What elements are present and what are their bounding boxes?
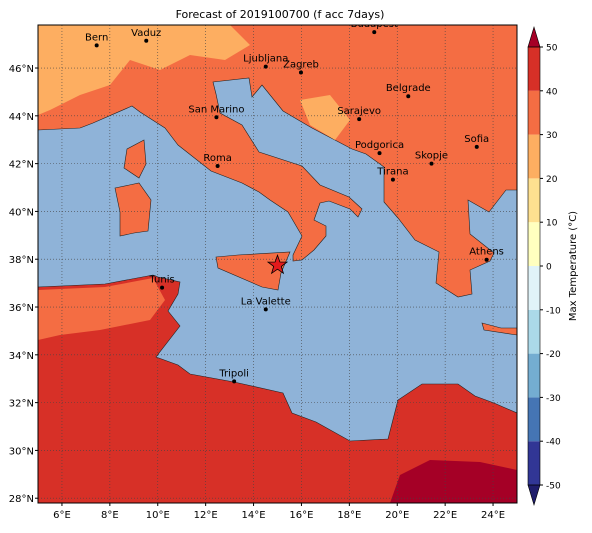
city-dot (298, 70, 303, 75)
colorbar-tick-label: -50 (546, 482, 561, 492)
city-label: Tripoli (218, 368, 249, 379)
colorbar-tick-label: -20 (546, 350, 561, 360)
city-dot (357, 117, 362, 122)
city-dot (377, 151, 382, 156)
sardinia (114, 182, 152, 237)
city-dot (232, 379, 237, 384)
map-frame (37, 24, 518, 504)
y-tick-label: 36°N (9, 303, 34, 314)
sicily (215, 251, 291, 291)
city-label: Skopje (415, 151, 448, 162)
colorbar-band (528, 90, 540, 135)
colorbar-tick-label: -10 (546, 306, 561, 316)
crete (481, 322, 517, 336)
colorbar-over (527, 25, 541, 48)
alps-cooler (38, 25, 250, 115)
colorbar-tick-label: 0 (546, 263, 552, 273)
axes: 6°E 8°E 10°E 12°E 14°E 16°E 18°E 20°E 22°E 24°E 28… (9, 64, 505, 521)
city-dot (263, 307, 268, 312)
colorbar-tick-label: 30 (546, 131, 558, 141)
y-tick-label: 44°N (9, 112, 34, 123)
colorbar-band (528, 353, 540, 398)
city-dot (160, 285, 165, 290)
y-tick-label: 30°N (9, 446, 34, 457)
y-tick-label: 42°N (9, 160, 34, 171)
x-tick-label: 18°E (337, 510, 361, 521)
colorbar-tick-label: 50 (546, 44, 558, 54)
city-dot (484, 257, 489, 262)
colorbar-band (528, 309, 540, 354)
colorbar-tick-label: 20 (546, 175, 558, 185)
colorbar-band (528, 266, 540, 310)
colorbar-band (528, 134, 540, 179)
city-dot (144, 38, 149, 43)
city-dot (429, 161, 434, 166)
city-label: Sofia (464, 134, 489, 145)
x-tick-label: 8°E (101, 510, 119, 521)
colorbar-label: Max Temperature (°C) (568, 211, 579, 321)
colorbar-band (528, 441, 540, 485)
title: Forecast of 2019100700 (f acc 7days) (176, 8, 385, 21)
city-label: Athens (469, 247, 504, 258)
city-label: La Valette (241, 296, 291, 307)
colorbar: -50 -40 -30 -20 -10 0 10 20 30 40 50 (527, 25, 561, 507)
city-label: San Marino (188, 104, 244, 115)
x-tick-label: 12°E (194, 510, 218, 521)
city-dot (406, 94, 411, 99)
city-dot (263, 64, 268, 69)
city-label: Tunis (148, 275, 174, 286)
x-tick-label: 20°E (385, 510, 409, 521)
y-tick-label: 28°N (9, 494, 34, 505)
x-tick-label: 14°E (242, 510, 266, 521)
x-tick-label: 16°E (289, 510, 313, 521)
city-dot (215, 164, 220, 169)
city-label: Budapest (351, 19, 398, 30)
x-tick-label: 10°E (146, 510, 170, 521)
europe-land (38, 25, 517, 298)
y-tick-label: 34°N (9, 351, 34, 362)
city-dot (474, 144, 479, 149)
colorbar-band (528, 397, 540, 442)
city-label: Vaduz (131, 28, 161, 39)
city-label: Ljubljana (243, 54, 288, 65)
city-label: Roma (203, 153, 232, 164)
corsica (123, 139, 147, 179)
y-tick-label: 40°N (9, 207, 34, 218)
city-label: Sarajevo (337, 106, 381, 117)
city-dot (372, 30, 377, 35)
event-marker (266, 253, 289, 275)
city-dot (214, 115, 219, 120)
y-tick-label: 32°N (9, 399, 34, 410)
africa-coast-warm (38, 278, 165, 340)
city-label: Belgrade (386, 83, 431, 94)
x-tick-label: 6°E (53, 510, 71, 521)
x-tick-label: 24°E (481, 510, 505, 521)
colorbar-band (528, 178, 540, 223)
colorbar-under (527, 484, 541, 507)
colorbar-band (528, 222, 540, 266)
city-dot (390, 177, 395, 182)
colorbar-tick-label: -30 (546, 394, 561, 404)
colorbar-tick-label: -40 (546, 438, 561, 448)
city-dot (94, 43, 99, 48)
city-label: Bern (85, 32, 108, 43)
balkan-cooler (300, 95, 350, 140)
y-tick-label: 38°N (9, 255, 34, 266)
x-tick-label: 22°E (433, 510, 457, 521)
colorbar-tick-label: 40 (546, 87, 558, 97)
colorbar-tick-label: 10 (546, 219, 558, 229)
colorbar-band (528, 47, 540, 91)
city-label: Zagreb (283, 60, 319, 71)
grid (38, 25, 517, 503)
africa-hot (390, 460, 517, 503)
city-label: Tirana (376, 167, 408, 178)
y-tick-label: 46°N (9, 64, 34, 75)
city-label: Podgorica (355, 140, 404, 151)
